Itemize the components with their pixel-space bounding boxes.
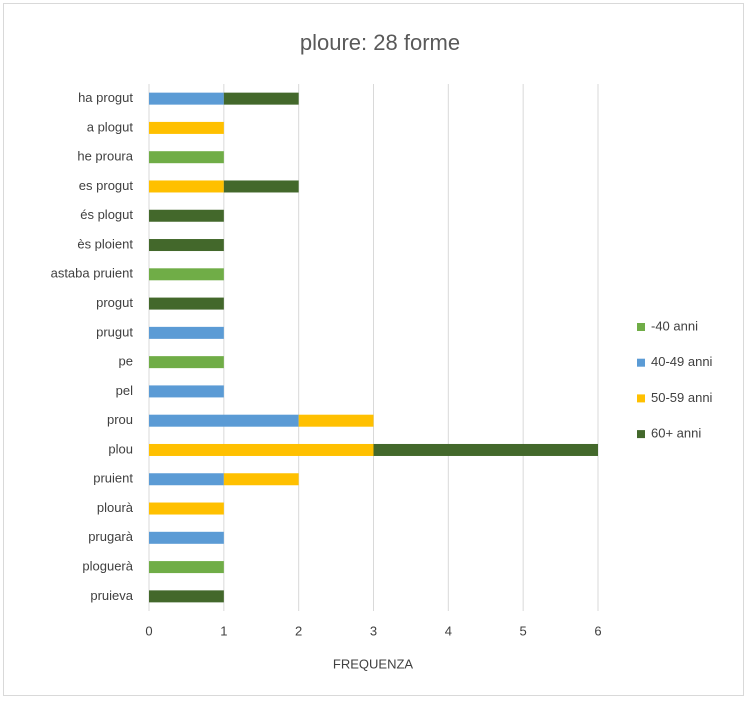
y-tick-label: astaba pruient: [51, 266, 134, 281]
x-tick-label: 3: [370, 623, 377, 638]
y-tick-label: prou: [107, 412, 133, 427]
bar-segment: [149, 297, 224, 310]
y-tick-label: es progut: [79, 178, 134, 193]
y-tick-label: he proura: [77, 149, 133, 164]
y-tick-label: pel: [116, 383, 133, 398]
legend-label: 60+ anni: [651, 426, 701, 441]
x-tick-label: 4: [445, 623, 452, 638]
bar-segment: [298, 414, 374, 427]
bar-segment: [149, 356, 224, 369]
bar-segment: [149, 590, 224, 603]
bar-segment: [149, 239, 224, 252]
bar-segment: [149, 92, 224, 105]
x-tick-label: 1: [220, 623, 227, 638]
legend-swatch: [637, 358, 645, 367]
bar-segment: [149, 209, 224, 222]
x-tick-label: 6: [594, 623, 601, 638]
bar-segment: [223, 92, 299, 105]
legend-swatch: [637, 394, 645, 403]
y-tick-label: pruieva: [90, 588, 133, 603]
y-tick-label: prugut: [96, 324, 133, 339]
y-tick-label: ploguerà: [82, 559, 133, 574]
bar-segment: [373, 443, 598, 456]
chart-title: ploure: 28 forme: [300, 30, 460, 55]
y-tick-label: pruient: [93, 471, 133, 486]
y-tick-label: és plogut: [80, 207, 133, 222]
bar-segment: [149, 180, 224, 193]
bar-segment: [223, 473, 299, 486]
y-tick-label: a plogut: [87, 119, 134, 134]
bar-segment: [149, 268, 224, 281]
x-tick-label: 5: [520, 623, 527, 638]
legend-label: 40-49 anni: [651, 354, 713, 369]
legend-swatch: [637, 430, 645, 439]
y-tick-label: plou: [108, 441, 133, 456]
legend-swatch: [637, 323, 645, 331]
y-tick-label: ès ploient: [77, 236, 133, 251]
bar-segment: [149, 151, 224, 164]
y-tick-label: pe: [119, 354, 133, 369]
bar-segment: [149, 502, 224, 515]
y-tick-label: plourà: [97, 500, 134, 515]
bar-segment: [149, 385, 224, 398]
bar-segment: [149, 531, 224, 544]
bar-segment: [149, 121, 224, 134]
y-tick-label: progut: [96, 295, 133, 310]
x-tick-label: 2: [295, 623, 302, 638]
bar-segment: [149, 326, 224, 339]
bar-segment: [223, 180, 299, 193]
x-tick-label: 0: [145, 623, 152, 638]
y-tick-label: prugarà: [88, 529, 134, 544]
y-tick-label: ha progut: [78, 90, 133, 105]
bar-segment: [149, 561, 224, 574]
legend-label: 50-59 anni: [651, 390, 713, 405]
bar-segment: [149, 473, 224, 486]
x-axis-label: FREQUENZA: [333, 656, 414, 671]
bar-segment: [149, 443, 374, 456]
legend-label: -40 anni: [651, 318, 698, 333]
bar-segment: [149, 414, 299, 427]
